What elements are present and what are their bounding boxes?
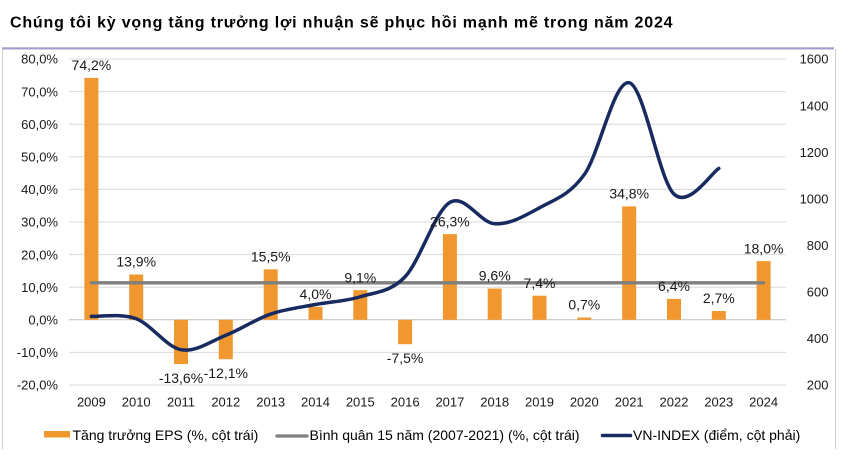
svg-text:9,6%: 9,6% [479,268,511,284]
svg-text:Bình quân 15 năm (2007-2021) (: Bình quân 15 năm (2007-2021) (%, cột trá… [310,427,580,443]
svg-text:1600: 1600 [800,52,829,67]
svg-text:18,0%: 18,0% [744,240,784,256]
svg-text:2015: 2015 [346,395,375,410]
svg-text:2011: 2011 [167,395,195,410]
svg-text:2021: 2021 [615,395,644,410]
svg-text:2016: 2016 [391,395,420,410]
svg-text:2,7%: 2,7% [703,290,735,306]
svg-text:2019: 2019 [525,395,554,410]
svg-text:4,0%: 4,0% [300,286,332,302]
svg-text:-13,6%: -13,6% [159,370,203,386]
svg-text:26,3%: 26,3% [430,213,470,229]
svg-text:-12,1%: -12,1% [204,365,248,381]
svg-text:200: 200 [807,378,829,393]
svg-text:0,0%: 0,0% [28,313,58,328]
svg-text:50,0%: 50,0% [21,150,58,165]
svg-text:30,0%: 30,0% [21,215,58,230]
svg-text:2013: 2013 [256,395,285,410]
svg-text:1000: 1000 [800,191,829,206]
svg-text:2009: 2009 [77,395,106,410]
svg-text:40,0%: 40,0% [21,182,58,197]
svg-text:2024: 2024 [749,395,778,410]
svg-text:9,1%: 9,1% [344,269,376,285]
svg-text:1200: 1200 [800,145,829,160]
svg-text:600: 600 [807,285,829,300]
svg-text:2012: 2012 [211,395,240,410]
svg-text:2023: 2023 [704,395,733,410]
svg-text:0,7%: 0,7% [568,297,600,313]
svg-text:7,4%: 7,4% [524,275,556,291]
svg-text:2018: 2018 [480,395,509,410]
svg-text:400: 400 [807,331,829,346]
svg-text:60,0%: 60,0% [21,117,58,132]
svg-text:34,8%: 34,8% [609,186,649,202]
svg-text:Chúng tôi kỳ vọng tăng trưởng: Chúng tôi kỳ vọng tăng trưởng lợi nhuận … [10,15,673,32]
svg-text:-20,0%: -20,0% [17,378,59,393]
svg-text:70,0%: 70,0% [21,84,58,99]
svg-text:2014: 2014 [301,395,330,410]
svg-text:74,2%: 74,2% [72,57,112,73]
svg-text:2020: 2020 [570,395,599,410]
svg-text:15,5%: 15,5% [251,249,291,265]
svg-text:1400: 1400 [800,98,829,113]
svg-text:80,0%: 80,0% [21,52,58,67]
svg-text:800: 800 [807,238,829,253]
svg-text:2017: 2017 [435,395,464,410]
svg-text:-10,0%: -10,0% [17,345,59,360]
svg-text:2022: 2022 [660,395,689,410]
svg-text:Tăng trưởng EPS (%, cột trái): Tăng trưởng EPS (%, cột trái) [73,427,259,443]
svg-text:6,4%: 6,4% [658,278,690,294]
svg-text:13,9%: 13,9% [116,254,156,270]
svg-text:20,0%: 20,0% [21,247,58,262]
svg-text:2010: 2010 [122,395,151,410]
svg-text:VN-INDEX (điểm, cột phải): VN-INDEX (điểm, cột phải) [633,427,800,443]
svg-text:-7,5%: -7,5% [387,350,424,366]
svg-text:10,0%: 10,0% [21,280,58,295]
